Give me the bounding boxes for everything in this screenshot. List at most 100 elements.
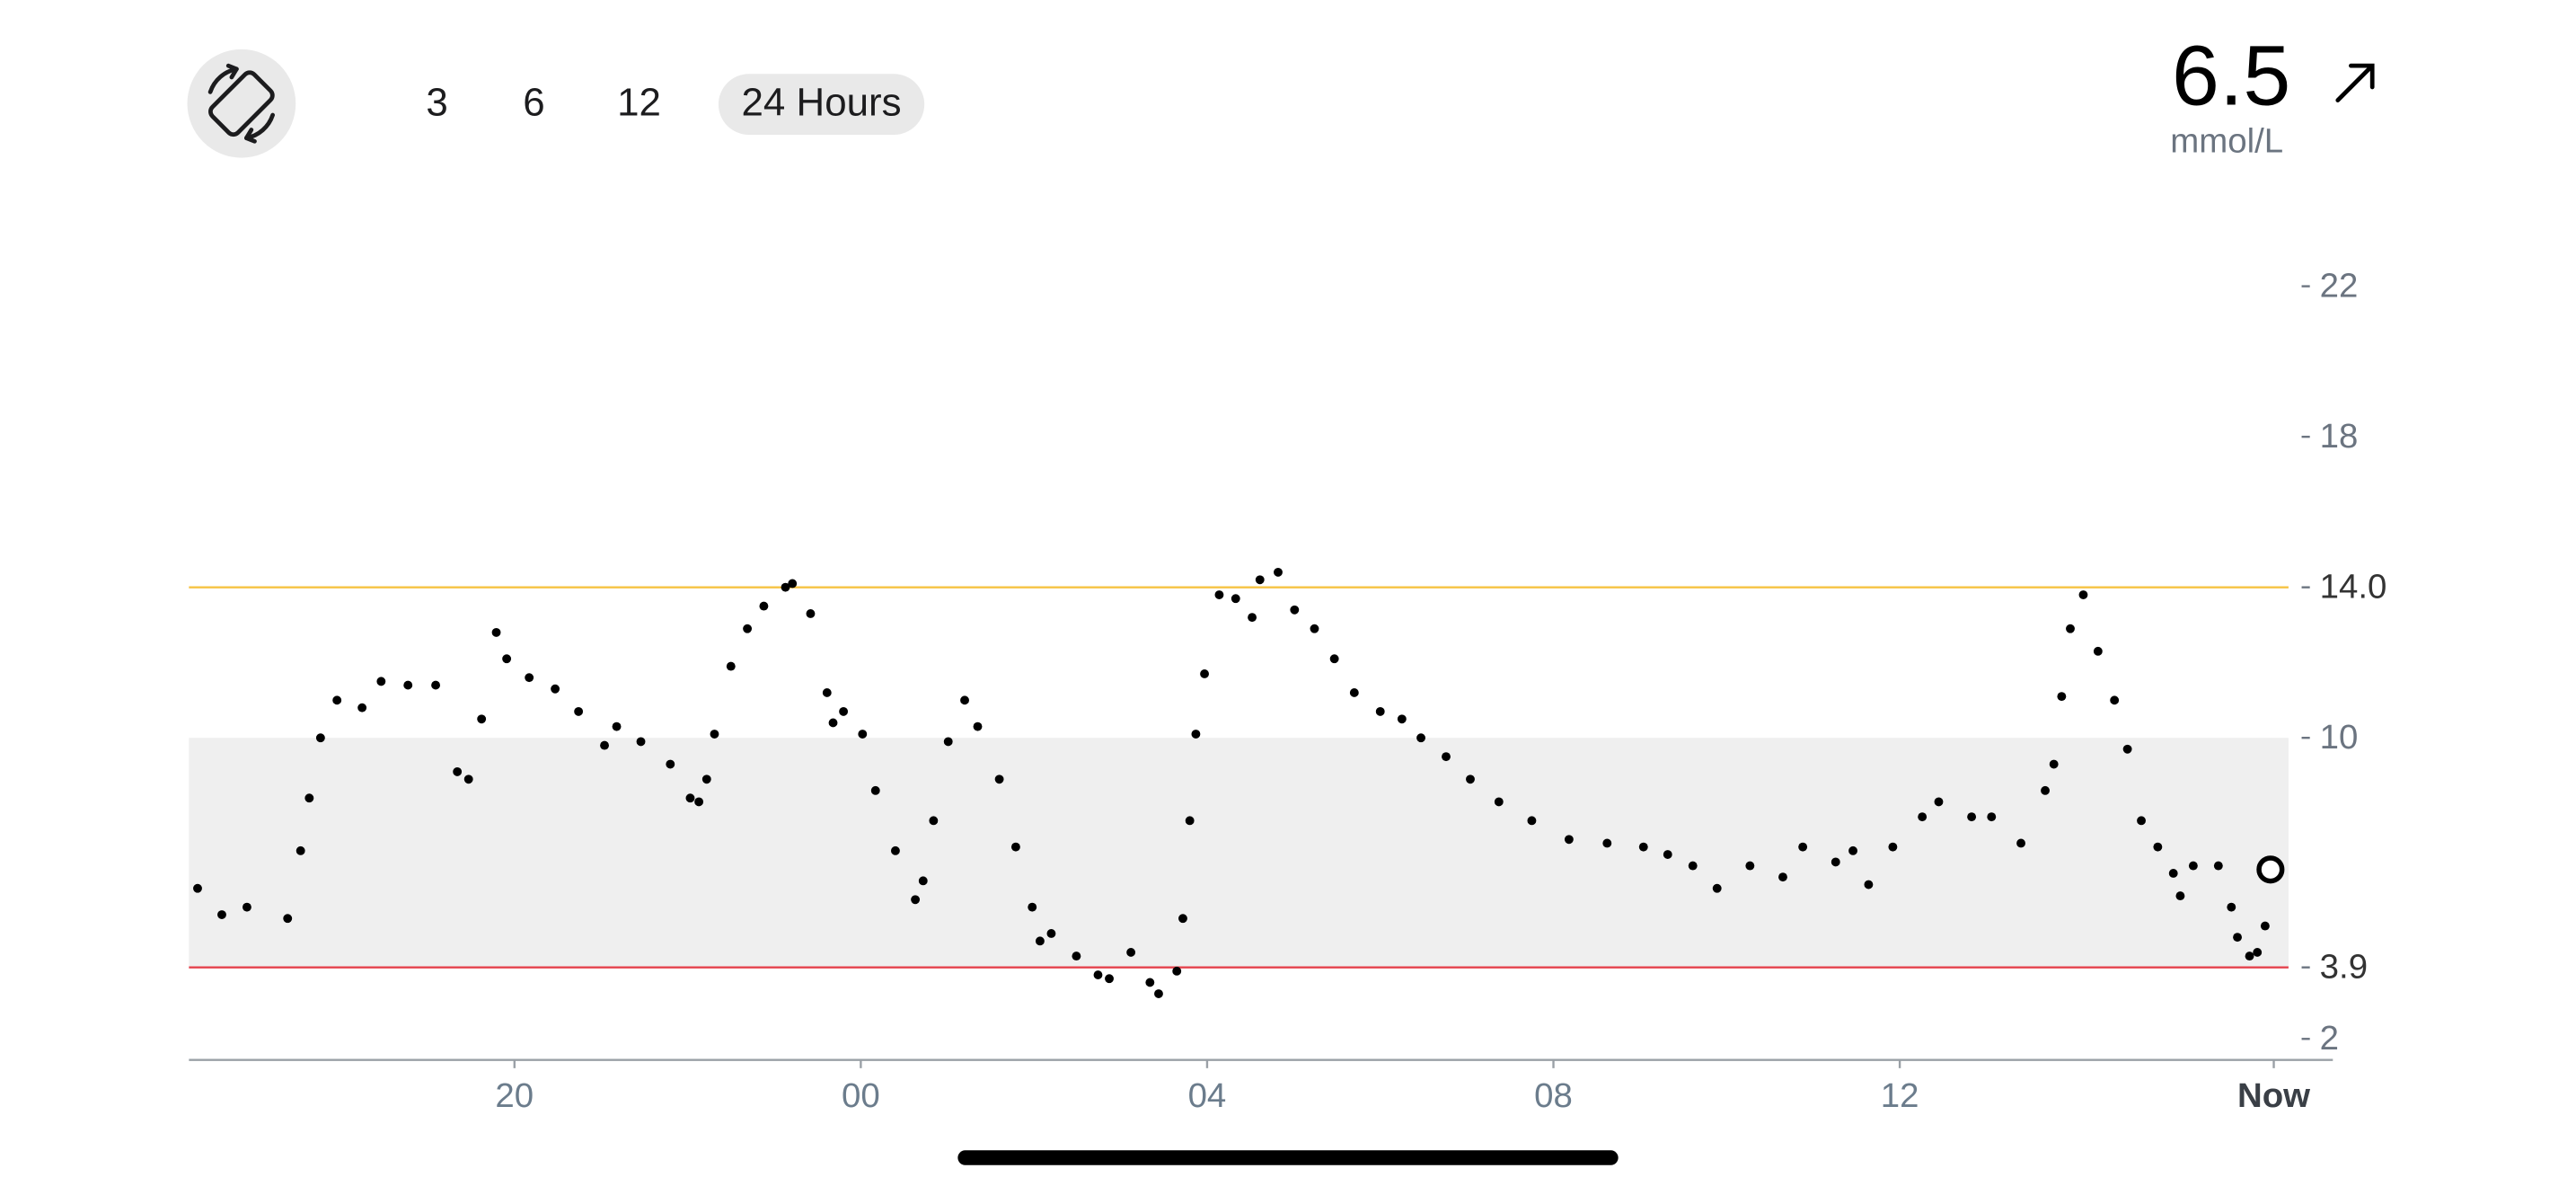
reading-dot [911,895,921,905]
reading-dot [1214,590,1224,599]
x-tick-label: 20 [495,1076,534,1115]
reading-dot [759,601,769,611]
range-label[interactable]: 3 [426,81,447,125]
reading-dot [1329,654,1339,664]
reading-dot [1255,575,1265,585]
reading-dot [743,624,753,633]
reading-dot [994,774,1004,784]
reading-dot [1397,714,1407,724]
reading-dot [1712,883,1722,893]
reading-dot [788,579,798,589]
reading-dot [2175,891,2185,901]
range-button[interactable]: 3 [426,81,447,125]
y-tick-label: 10 [2320,718,2359,757]
reading-dot [828,718,838,728]
y-tick-label: 18 [2320,417,2359,456]
reading-dot [726,661,736,671]
reading-dot [2188,861,2198,871]
reading-dot [283,914,293,924]
reading-dot [376,677,386,686]
range-selector: 3 6 12 24 Hours [426,74,925,135]
reading-dot [2066,624,2075,633]
reading-dot [710,730,719,739]
reading-dot [1185,816,1195,826]
reading-dot [1375,706,1385,716]
reading-dot [1200,669,1209,678]
reading-dot [1072,951,1081,961]
reading-dot [2213,861,2223,871]
reading-dot [1191,730,1201,739]
reading-dot [1442,752,1451,762]
reading-dot [193,883,202,893]
reading-dot [574,706,584,716]
reading-dot [1035,936,1045,946]
reading-dot [1310,624,1319,633]
reading-dot [2016,838,2025,848]
rotate-icon [207,63,276,144]
reading-dot [1178,914,1187,924]
reading-dot [1638,842,1648,852]
range-button[interactable]: 24 Hours [718,74,925,135]
reading-dot [2049,759,2059,769]
range-button[interactable]: 12 [617,81,661,125]
x-tick-label: 08 [1534,1076,1573,1115]
reading-dot [822,688,832,697]
reading-dot [1745,861,1755,871]
y-tick-label: 22 [2320,267,2359,305]
reading-dot [502,654,512,664]
rotate-button[interactable] [187,49,296,158]
reading-dot [890,845,900,855]
reading-dot [1028,902,1037,912]
reading-dot [2153,842,2163,852]
reading-dot [2253,947,2263,957]
reading-dot [332,695,342,705]
reading-dot [357,703,367,712]
reading-dot [551,684,560,694]
reading-dot [2168,869,2178,878]
reading-dot [296,845,305,855]
x-tick-label: 04 [1188,1076,1227,1115]
range-label[interactable]: 24 Hours [742,81,902,125]
reading-dot [453,766,463,776]
range-selected-bg[interactable] [718,74,925,135]
range-label[interactable]: 12 [617,81,661,125]
range-label[interactable]: 6 [523,81,544,125]
reading-dot [973,721,983,731]
reading-dot [1290,605,1300,615]
reading-dot [1105,974,1114,984]
reading-dot [1248,613,1257,623]
reading-dot [600,740,609,750]
reading-dot [2245,951,2254,961]
reading-dot [491,627,501,637]
reading-dot [304,793,314,803]
rotate-button-bg[interactable] [187,49,296,158]
range-button[interactable]: 6 [523,81,544,125]
reading-dot [1888,842,1898,852]
reading-dot [781,582,790,592]
reading-dot [694,797,704,807]
reading-dot [1172,966,1182,976]
reading-dot [806,609,816,618]
reading-dot [2233,933,2242,943]
reading-dot [1798,842,1808,852]
reading-dot [463,774,473,784]
reading-dot [1466,774,1475,784]
x-tick-label: Now [2237,1076,2310,1115]
reading-dot [839,706,849,716]
reading-dot [1918,812,1928,822]
y-tick-label: 3.9 [2320,948,2368,987]
reading-dot [701,774,711,784]
reading-dot [1987,812,1997,822]
y-tick-label: 14.0 [2320,568,2387,606]
reading-dot [217,910,226,919]
unit-label: mmol/L [2170,121,2283,160]
reading-dot [1494,797,1504,807]
reading-dot [2041,785,2050,795]
current-reading [2256,855,2285,884]
target-band [189,738,2289,968]
reading-dot [1010,842,1020,852]
y-tick-label: 2 [2320,1019,2339,1058]
reading-dot [1046,929,1056,938]
reading-dot [870,785,880,795]
x-tick-label: 00 [842,1076,880,1115]
